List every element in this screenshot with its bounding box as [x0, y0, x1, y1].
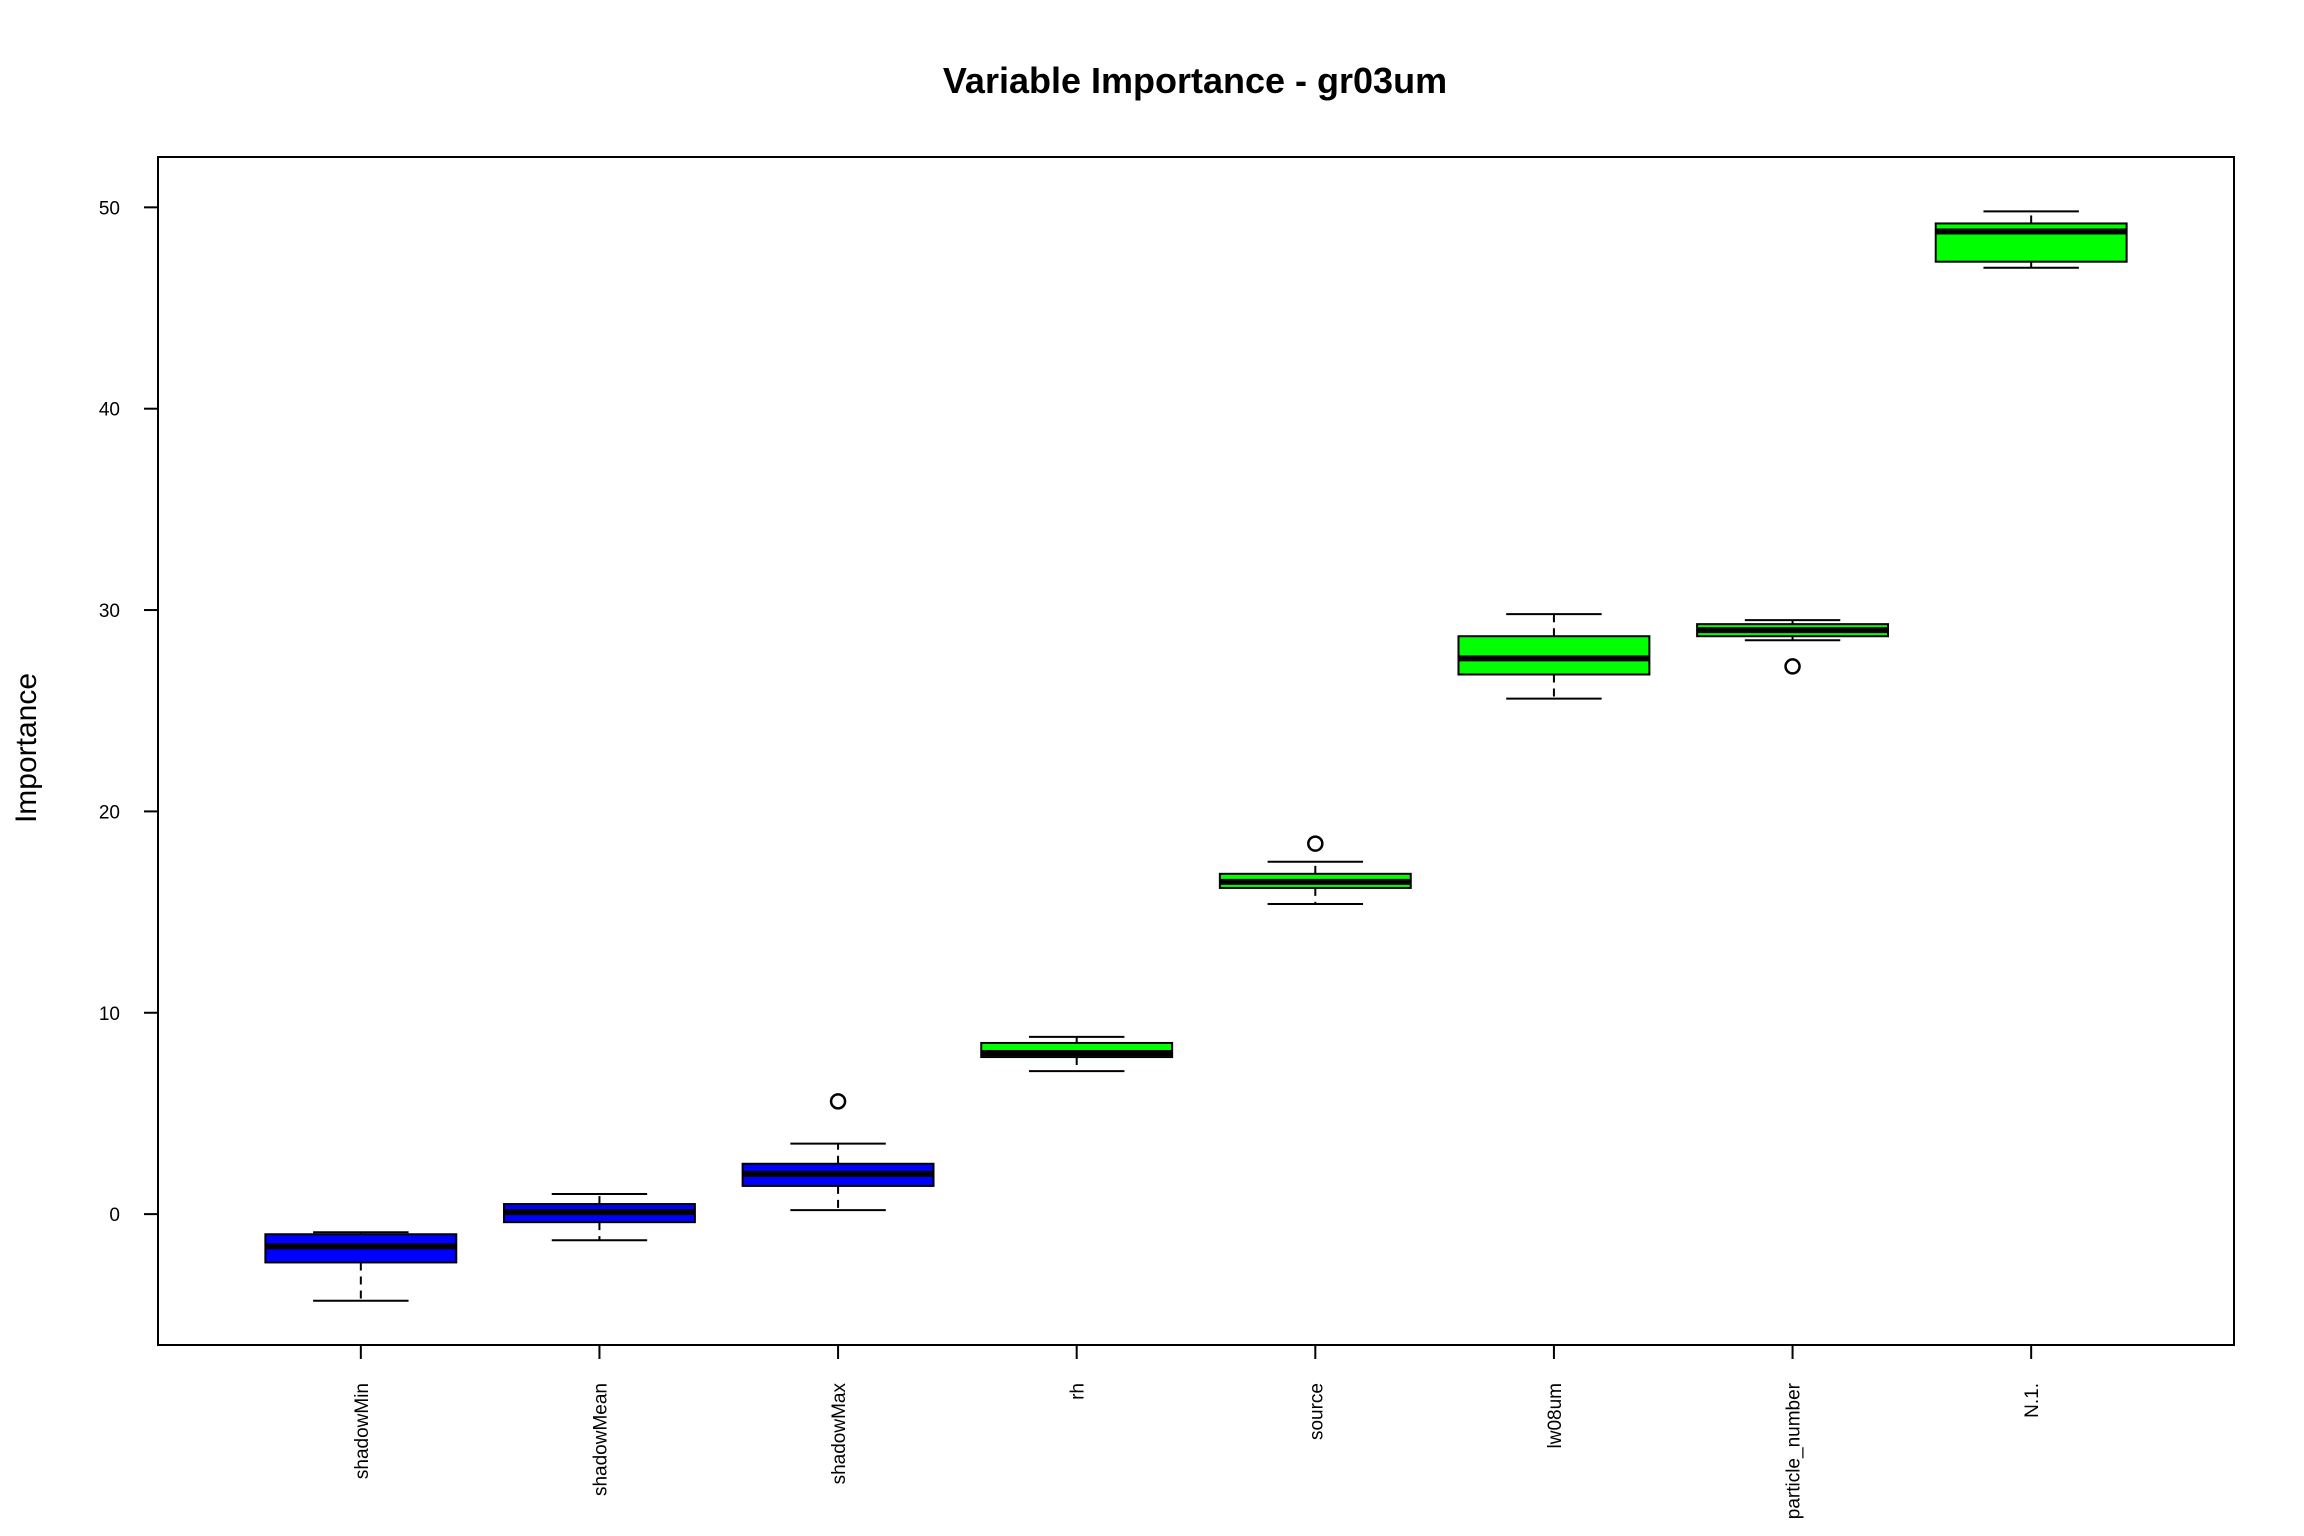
chart-title: Variable Importance - gr03um [943, 60, 1447, 101]
box-shadowMin [264, 1231, 458, 1302]
x-axis: shadowMin shadowMean shadowMax rh source lw08… [352, 1345, 2043, 1519]
x-category-label: source [1306, 1383, 1327, 1440]
outlier-point [829, 1093, 847, 1110]
box-particle_number [1696, 619, 1889, 675]
x-category-label: shadowMean [590, 1383, 611, 1496]
y-tick-label: 50 [99, 198, 120, 219]
plot-frame [157, 156, 2235, 1346]
y-tick-label: 30 [99, 601, 120, 622]
box-shadowMean [503, 1192, 696, 1242]
x-category-label: shadowMax [829, 1383, 850, 1485]
y-tick-label: 20 [99, 802, 120, 823]
x-category-label: particle_number [1784, 1382, 1805, 1519]
box-rh [980, 1035, 1174, 1073]
y-tick-label: 10 [99, 1004, 120, 1025]
x-category-label: shadowMin [352, 1383, 373, 1479]
outlier-point [1307, 835, 1324, 852]
outlier-point [1784, 658, 1801, 675]
x-category-label: N.1. [2022, 1383, 2043, 1418]
box-N.1. [1934, 210, 2128, 269]
x-category-label: lw08um [1545, 1383, 1566, 1448]
box-shadowMax [741, 1093, 935, 1212]
y-tick-label: 0 [109, 1205, 120, 1226]
y-axis: 0 10 20 30 40 50 [99, 198, 158, 1226]
box-source [1218, 835, 1412, 906]
box-lw08um [1457, 613, 1651, 700]
iqr-box [1457, 635, 1651, 676]
x-category-label: rh [1068, 1383, 1089, 1400]
y-axis-label: Importance [10, 673, 43, 823]
boxplot-series [264, 210, 2128, 1302]
y-tick-label: 40 [99, 400, 120, 421]
